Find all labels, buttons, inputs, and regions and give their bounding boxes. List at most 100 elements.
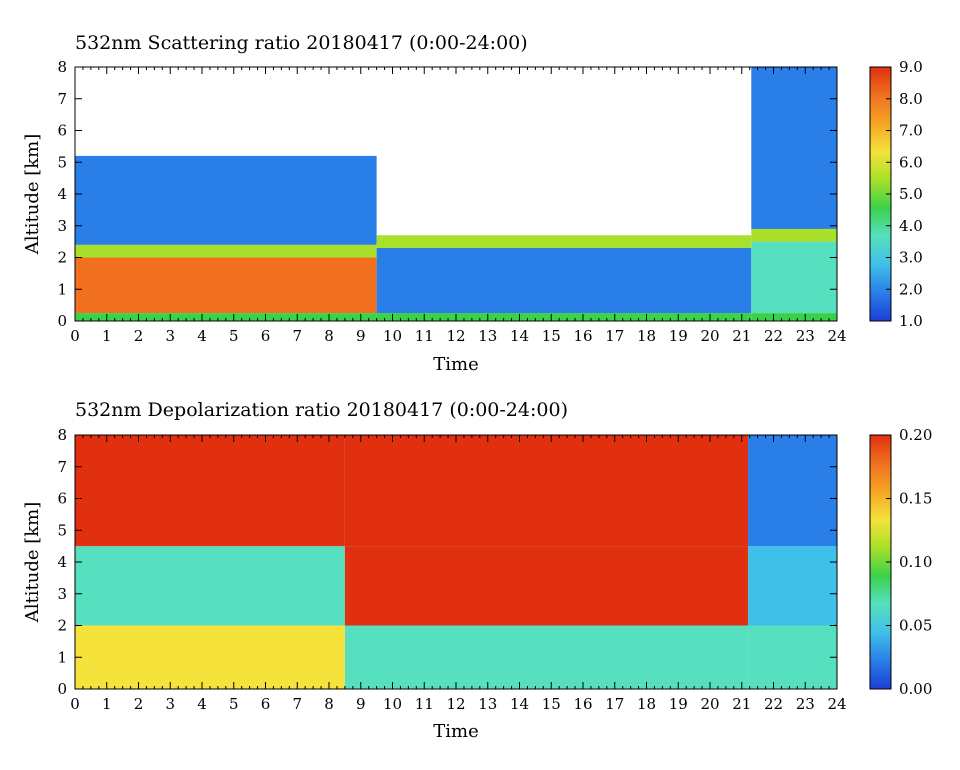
x-tick-label: 12: [446, 327, 465, 345]
heatmap-band-1-0: [344, 625, 749, 689]
colorbar-tick-label: 0.05: [899, 617, 932, 635]
y-tick-label: 4: [57, 185, 67, 203]
heatmap-band-2-2: [748, 435, 837, 547]
depolarization-ratio-panel: 532nm Depolarization ratio 20180417 (0:0…: [0, 368, 960, 753]
plot-area: [74, 66, 838, 322]
scattering-ratio-panel: 532nm Scattering ratio 20180417 (0:00-24…: [22, 32, 923, 375]
heatmap-band-0-2: [75, 435, 345, 547]
x-tick-label: 20: [700, 327, 719, 345]
colorbar-tick-label: 0.10: [899, 553, 932, 571]
heatmap-band-1-2: [344, 435, 749, 547]
x-tick-label: 0: [70, 695, 80, 713]
y-tick-label: 8: [57, 426, 67, 444]
colorbar-tick-label: 2.0: [899, 280, 923, 298]
heatmap-band-0-0: [75, 313, 377, 321]
x-tick-label: 21: [732, 695, 751, 713]
x-tick-label: 18: [637, 695, 656, 713]
x-tick-label: 24: [827, 327, 846, 345]
colorbar: 1.0 2.0 3.0 4.0 5.0 6.0 7.0 8.0 9.0: [869, 58, 923, 330]
y-tick-label: 5: [57, 521, 67, 539]
x-tick-label: 13: [478, 327, 497, 345]
colorbar-tick-label: 3.0: [899, 249, 923, 267]
x-tick-label: 15: [542, 695, 561, 713]
colorbar-tick-label: 0.15: [899, 490, 932, 508]
colorbar-tick-label: 1.0: [899, 312, 923, 330]
x-tick-label: 3: [165, 695, 175, 713]
x-tick-label: 19: [669, 327, 688, 345]
heatmap-band-2-0: [751, 313, 837, 321]
x-axis: 0 1 2 3 4 5 6 7 8 9 10 11 12 13 14 15 16 17 18 19 20 21 22 23 24: [70, 67, 847, 345]
x-tick-label: 23: [796, 695, 815, 713]
x-tick-label: 14: [510, 327, 529, 345]
heatmap-band-2-3: [751, 67, 837, 229]
x-tick-label: 23: [796, 327, 815, 345]
x-tick-label: 11: [415, 695, 434, 713]
y-axis-label: Altitude [km]: [22, 502, 43, 624]
x-tick-label: 20: [700, 695, 719, 713]
x-tick-label: 1: [102, 695, 112, 713]
colorbar-tick-label: 5.0: [899, 185, 923, 203]
y-tick-label: 3: [57, 217, 67, 235]
x-tick-label: 18: [637, 327, 656, 345]
heatmap-band-0-1: [75, 257, 377, 314]
heatmap-band-1-1: [376, 247, 752, 314]
x-tick-label: 21: [732, 327, 751, 345]
x-tick-label: 0: [70, 327, 80, 345]
chart-title: 532nm Scattering ratio 20180417 (0:00-24…: [75, 32, 528, 54]
x-tick-label: 9: [356, 695, 366, 713]
heatmap-band-2-1: [751, 241, 837, 314]
colorbar-tick-label: 7.0: [899, 122, 923, 140]
x-tick-label: 10: [383, 327, 402, 345]
y-tick-label: 6: [57, 122, 67, 140]
x-tick-label: 19: [669, 695, 688, 713]
y-tick-label: 6: [57, 490, 67, 508]
colorbar-tick-label: 8.0: [899, 90, 923, 108]
y-tick-label: 5: [57, 153, 67, 171]
colorbar: 0.00 0.05 0.10 0.15 0.20: [869, 426, 932, 698]
x-tick-label: 5: [229, 327, 239, 345]
heatmap-band-0-3: [75, 155, 377, 245]
y-tick-label: 0: [57, 312, 67, 330]
x-tick-label: 6: [261, 327, 271, 345]
y-tick-label: 2: [57, 617, 67, 635]
x-tick-label: 2: [134, 327, 144, 345]
heatmap-band-2-1: [748, 546, 837, 626]
y-axis: 0 1 2 3 4 5 6 7 8: [57, 426, 837, 698]
x-tick-label: 9: [356, 327, 366, 345]
y-tick-label: 7: [57, 458, 67, 476]
x-tick-label: 17: [605, 695, 624, 713]
x-axis-label: Time: [433, 721, 478, 742]
x-tick-label: 17: [605, 327, 624, 345]
x-tick-label: 13: [478, 695, 497, 713]
x-tick-label: 5: [229, 695, 239, 713]
x-tick-label: 12: [446, 695, 465, 713]
heatmap-band-0-2: [75, 244, 377, 258]
y-tick-label: 8: [57, 58, 67, 76]
y-tick-label: 7: [57, 90, 67, 108]
x-tick-label: 11: [415, 327, 434, 345]
colorbar-tick-label: 0.20: [899, 426, 932, 444]
heatmap-band-1-1: [344, 546, 749, 626]
x-tick-label: 22: [764, 327, 783, 345]
colorbar-tick-label: 0.00: [899, 680, 932, 698]
x-tick-label: 3: [165, 327, 175, 345]
chart-title: 532nm Depolarization ratio 20180417 (0:0…: [75, 399, 568, 421]
x-tick-label: 16: [573, 327, 592, 345]
x-tick-label: 4: [197, 695, 207, 713]
y-axis-label: Altitude [km]: [22, 134, 43, 256]
plot-area: [74, 434, 838, 690]
x-tick-label: 2: [134, 695, 144, 713]
heatmap-band-0-1: [75, 546, 345, 626]
x-tick-label: 7: [292, 327, 302, 345]
depolarization-ratio-chart: 532nm Depolarization ratio 20180417 (0:0…: [22, 399, 932, 742]
y-axis: 0 1 2 3 4 5 6 7 8: [57, 58, 837, 330]
y-tick-label: 3: [57, 585, 67, 603]
y-tick-label: 2: [57, 249, 67, 267]
heatmap-band-2-0: [748, 625, 837, 689]
x-tick-label: 15: [542, 327, 561, 345]
x-tick-label: 14: [510, 695, 529, 713]
colorbar-tick-label: 4.0: [899, 217, 923, 235]
heatmap-band-0-0: [75, 625, 345, 689]
x-axis: 0 1 2 3 4 5 6 7 8 9 10 11 12 13 14 15 16 17 18 19 20 21 22 23 24: [70, 435, 847, 713]
colorbar-tick-label: 9.0: [899, 58, 923, 76]
